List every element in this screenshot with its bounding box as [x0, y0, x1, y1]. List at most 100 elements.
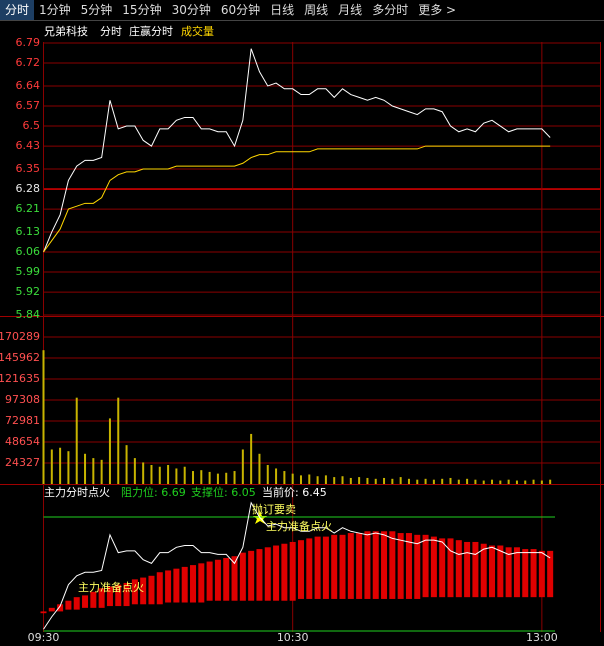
tab[interactable]: 60分钟	[220, 3, 261, 17]
price-line	[43, 48, 551, 253]
y-tick-label: 121635	[0, 372, 40, 385]
range-bar	[248, 550, 255, 601]
x-tick-label: 10:30	[277, 631, 309, 644]
header-item[interactable]: 分时	[100, 25, 122, 38]
volume-bar	[241, 449, 244, 484]
range-bar	[181, 566, 188, 603]
volume-bar	[532, 479, 535, 484]
volume-bar	[200, 470, 203, 484]
range-bar	[57, 604, 64, 612]
tab[interactable]: 日线	[270, 3, 295, 17]
tab[interactable]: 多分时	[372, 3, 409, 17]
volume-bar	[324, 475, 327, 484]
range-bar	[422, 534, 429, 598]
volume-bar	[117, 397, 120, 484]
price-line	[43, 145, 551, 253]
range-bar	[73, 597, 80, 610]
volume-bar	[67, 451, 70, 484]
y-tick-label: 6.35	[16, 162, 41, 175]
header-item[interactable]: 成交量	[181, 24, 214, 38]
tab[interactable]: 1分钟	[39, 3, 71, 17]
annotation: 主力准备点火	[78, 580, 144, 594]
volume-bar	[59, 447, 62, 484]
volume-bar	[275, 468, 278, 484]
volume-bar	[432, 479, 435, 484]
volume-bar	[266, 465, 269, 484]
tab[interactable]: 周线	[304, 3, 329, 17]
range-bar	[464, 541, 471, 598]
volume-bar	[108, 418, 111, 484]
volume-bar	[358, 477, 361, 484]
volume-bar	[524, 480, 527, 484]
range-bar	[264, 547, 271, 601]
resistance-value: 6.69	[161, 486, 186, 499]
range-bar	[356, 533, 363, 599]
y-tick-label: 48654	[5, 435, 40, 448]
tab[interactable]: 15分钟	[122, 3, 162, 17]
range-bar	[65, 600, 72, 610]
volume-bar	[491, 479, 494, 484]
y-tick-label: 6.64	[16, 79, 41, 92]
stock-name: 兄弟科技	[44, 24, 88, 38]
volume-bar	[383, 477, 386, 484]
support-label: 支撑位:	[191, 485, 228, 499]
range-bar	[40, 611, 47, 614]
volume-bar	[142, 462, 145, 484]
range-bar	[289, 541, 296, 601]
volume-bar	[349, 477, 352, 484]
volume-bar	[391, 478, 394, 484]
y-tick-label: 6.72	[16, 56, 41, 69]
volume-bar	[540, 480, 543, 484]
range-bar	[206, 561, 213, 601]
y-tick-label: 24327	[5, 456, 40, 469]
y-tick-label: 6.5	[23, 119, 41, 132]
range-bar	[306, 538, 313, 599]
tab[interactable]: 分时	[0, 0, 35, 20]
range-bar	[372, 531, 379, 599]
range-bar	[90, 591, 97, 608]
range-bar	[455, 540, 462, 598]
range-bar	[314, 536, 321, 599]
range-bar	[322, 536, 329, 599]
volume-bar	[474, 479, 477, 484]
resistance-text: 阻力位: 6.69	[121, 485, 186, 499]
y-tick-label: 6.28	[16, 182, 41, 195]
volume-bar	[482, 480, 485, 484]
y-tick-label: 5.99	[16, 265, 41, 278]
volume-bar	[299, 475, 302, 484]
volume-bar	[441, 478, 444, 484]
range-bar	[148, 575, 155, 605]
range-bar	[156, 572, 163, 605]
tab[interactable]: 月线	[338, 3, 363, 17]
volume-bar	[125, 445, 128, 484]
y-tick-label: 5.92	[16, 285, 41, 298]
volume-bar	[75, 397, 78, 484]
y-tick-label: 6.13	[16, 225, 41, 238]
volume-bar	[416, 479, 419, 484]
volume-bar	[225, 472, 228, 484]
toolbar: 分时 1分钟 5分钟 15分钟 30分钟 60分钟 日线 周线 月线 多分时 更多 >	[0, 0, 604, 21]
indicator-title: 主力分时点火	[44, 486, 110, 499]
volume-bar	[208, 471, 211, 484]
range-bar	[98, 588, 105, 608]
annotation: 抛订要卖	[252, 502, 296, 516]
volume-bar	[399, 477, 402, 484]
range-bar	[331, 534, 338, 599]
volume-bar	[424, 478, 427, 484]
range-bar	[489, 545, 496, 598]
current-label: 当前价:	[262, 485, 299, 499]
range-bar	[173, 568, 180, 603]
volume-bar	[366, 477, 369, 484]
volume-bar	[167, 465, 170, 484]
header-item[interactable]: 庄赢分时	[129, 24, 173, 38]
range-bar	[165, 570, 172, 603]
tab[interactable]: 30分钟	[171, 3, 211, 17]
y-tick-label: 5.84	[16, 308, 41, 321]
volume-bar	[216, 473, 219, 484]
tab[interactable]: 更多 >	[418, 3, 457, 17]
y-tick-label: 97308	[5, 393, 40, 406]
range-bar	[198, 563, 205, 603]
tab[interactable]: 5分钟	[80, 3, 113, 17]
range-bar	[364, 531, 371, 599]
range-bar	[347, 533, 354, 599]
